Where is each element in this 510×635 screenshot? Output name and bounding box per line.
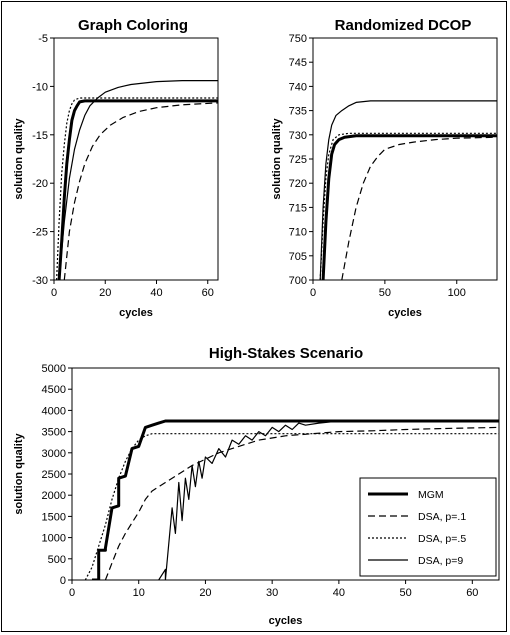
- x-tick-label: 40: [150, 287, 162, 299]
- x-tick-label: 0: [51, 287, 57, 299]
- y-tick-label: 4500: [42, 384, 66, 396]
- y-tick-label: 0: [60, 575, 66, 587]
- legend: MGM DSA, p=.1 DSA, p=.5 DSA, p=9: [359, 477, 497, 577]
- x-tick-label: 0: [310, 287, 316, 299]
- y-tick-label: 725: [289, 154, 307, 166]
- y-tick-label: 720: [289, 178, 307, 190]
- series-line-dsa1: [341, 136, 497, 280]
- y-tick-label: 715: [289, 202, 307, 214]
- chart-title: Graph Coloring: [78, 17, 188, 34]
- chart-1: Randomized DCOP 700 705 710 715 720 725 730 735 7…: [271, 17, 498, 319]
- y-tick-label: 740: [289, 81, 307, 93]
- y-tick-label: 500: [48, 554, 66, 566]
- x-tick-label: 30: [266, 587, 278, 599]
- y-tick-label: 745: [289, 57, 307, 69]
- chart-0: Graph Coloring -30 -25 -20 -15 -10 -5 0 20 40 60 cy…: [13, 17, 219, 319]
- series-line-dsa5: [84, 433, 499, 580]
- y-tick-label: 1500: [42, 511, 66, 523]
- y-axis-label: solution quality: [13, 432, 25, 514]
- y-tick-label: 735: [289, 106, 307, 118]
- series-line-dsa9: [319, 100, 497, 280]
- x-tick-label: 0: [69, 587, 75, 599]
- y-tick-label: -15: [32, 130, 48, 142]
- x-axis-label: cycles: [269, 615, 303, 627]
- y-tick-label: -25: [32, 227, 48, 239]
- x-tick-label: 20: [99, 287, 111, 299]
- y-tick-label: -30: [32, 275, 48, 287]
- series-line-mgm: [92, 419, 499, 580]
- legend-label: DSA, p=9: [418, 555, 463, 567]
- x-tick-label: 10: [133, 587, 145, 599]
- chart-2: High-Stakes Scenario05001000150020002500…: [13, 345, 500, 627]
- y-tick-label: 730: [289, 130, 307, 142]
- series-line-mgm: [321, 134, 497, 280]
- y-tick-label: 2500: [42, 469, 66, 481]
- x-axis-label: cycles: [388, 307, 422, 319]
- x-tick-label: 20: [199, 587, 211, 599]
- y-tick-label: 710: [289, 227, 307, 239]
- y-tick-label: 3000: [42, 448, 66, 460]
- y-tick-label: 705: [289, 251, 307, 263]
- x-tick-label: 50: [399, 587, 411, 599]
- series-line-dsa9: [158, 420, 499, 580]
- y-tick-label: 2000: [42, 490, 66, 502]
- legend-label: DSA, p=.1: [418, 511, 466, 523]
- plot-area: [312, 37, 498, 281]
- x-tick-label: 100: [448, 287, 466, 299]
- series-line-mgm: [57, 99, 218, 280]
- x-tick-label: 60: [466, 587, 478, 599]
- y-tick-label: 1000: [42, 533, 66, 545]
- series-line-dsa5: [319, 132, 497, 280]
- x-tick-label: 40: [333, 587, 345, 599]
- y-tick-label: 700: [289, 275, 307, 287]
- y-tick-label: 4000: [42, 405, 66, 417]
- legend-label: MGM: [418, 489, 444, 501]
- plot-area: [53, 37, 219, 281]
- chart-title: High-Stakes Scenario: [209, 345, 363, 362]
- series-line-dsa5: [56, 97, 218, 280]
- y-tick-label: -20: [32, 178, 48, 190]
- y-tick-label: -5: [38, 33, 48, 45]
- x-tick-label: 50: [379, 287, 391, 299]
- y-tick-label: 750: [289, 33, 307, 45]
- series-line-dsa9: [58, 80, 218, 280]
- y-tick-label: 5000: [42, 363, 66, 375]
- series-line-dsa1: [63, 102, 218, 280]
- y-axis-label: solution quality: [271, 117, 283, 199]
- x-tick-label: 60: [202, 287, 214, 299]
- y-tick-label: -10: [32, 81, 48, 93]
- x-axis-label: cycles: [119, 307, 153, 319]
- y-tick-label: 3500: [42, 427, 66, 439]
- y-axis-label: solution quality: [13, 117, 25, 199]
- chart-title: Randomized DCOP: [335, 17, 472, 34]
- legend-label: DSA, p=.5: [418, 533, 466, 545]
